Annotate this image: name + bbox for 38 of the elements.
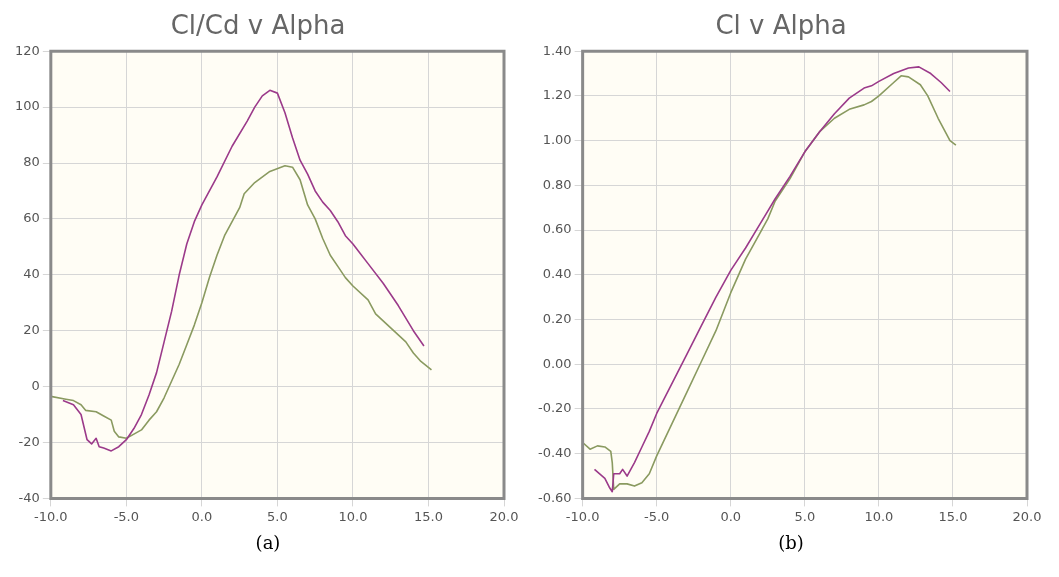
- y-tick-label: 1.00: [542, 132, 572, 148]
- y-tick-label: 40: [23, 266, 40, 282]
- y-tick-label: 1.20: [542, 87, 572, 103]
- x-tick-label: 10.0: [864, 508, 894, 524]
- y-tick-label: 0: [31, 377, 40, 393]
- y-tick-label: 60: [23, 210, 40, 226]
- y-tick-label: 20: [23, 322, 40, 338]
- y-tick-label: 0.60: [542, 221, 572, 237]
- x-tick-label: 0.0: [191, 508, 213, 524]
- x-tick-label: 5.0: [267, 508, 288, 524]
- x-tick-label: -5.0: [113, 508, 140, 524]
- y-tick-label: -0.40: [538, 445, 572, 461]
- y-tick-label: 80: [23, 154, 40, 170]
- text: (b): [778, 532, 804, 553]
- x-tick-label: 10.0: [338, 508, 368, 524]
- y-tick-label: 120: [14, 42, 40, 58]
- y-tick-label: 0.40: [542, 266, 572, 282]
- y-tick-label: -0.60: [538, 489, 572, 505]
- chart-title: Cl/Cd v Alpha: [170, 10, 346, 41]
- x-tick-label: 15.0: [413, 508, 443, 524]
- x-tick-label: 20.0: [1012, 508, 1042, 524]
- x-tick-label: -5.0: [644, 508, 670, 524]
- x-tick-label: 20.0: [489, 508, 519, 524]
- x-tick-label: -10.0: [565, 508, 600, 524]
- y-tick-label: -20: [18, 433, 40, 449]
- y-tick-label: 0.80: [542, 176, 572, 192]
- text: (a): [255, 532, 281, 553]
- x-tick-label: 5.0: [794, 508, 816, 524]
- y-tick-label: -40: [18, 489, 40, 505]
- x-tick-label: -10.0: [33, 508, 68, 524]
- chart-title: Cl v Alpha: [715, 10, 847, 41]
- y-tick-label: 1.40: [542, 42, 572, 58]
- y-tick-label: 0.20: [542, 310, 572, 326]
- y-tick-label: 100: [14, 98, 40, 114]
- y-tick-label: -0.20: [538, 400, 572, 416]
- x-tick-label: 0.0: [720, 508, 742, 524]
- y-tick-label: 0.00: [542, 355, 572, 371]
- x-tick-label: 15.0: [938, 508, 968, 524]
